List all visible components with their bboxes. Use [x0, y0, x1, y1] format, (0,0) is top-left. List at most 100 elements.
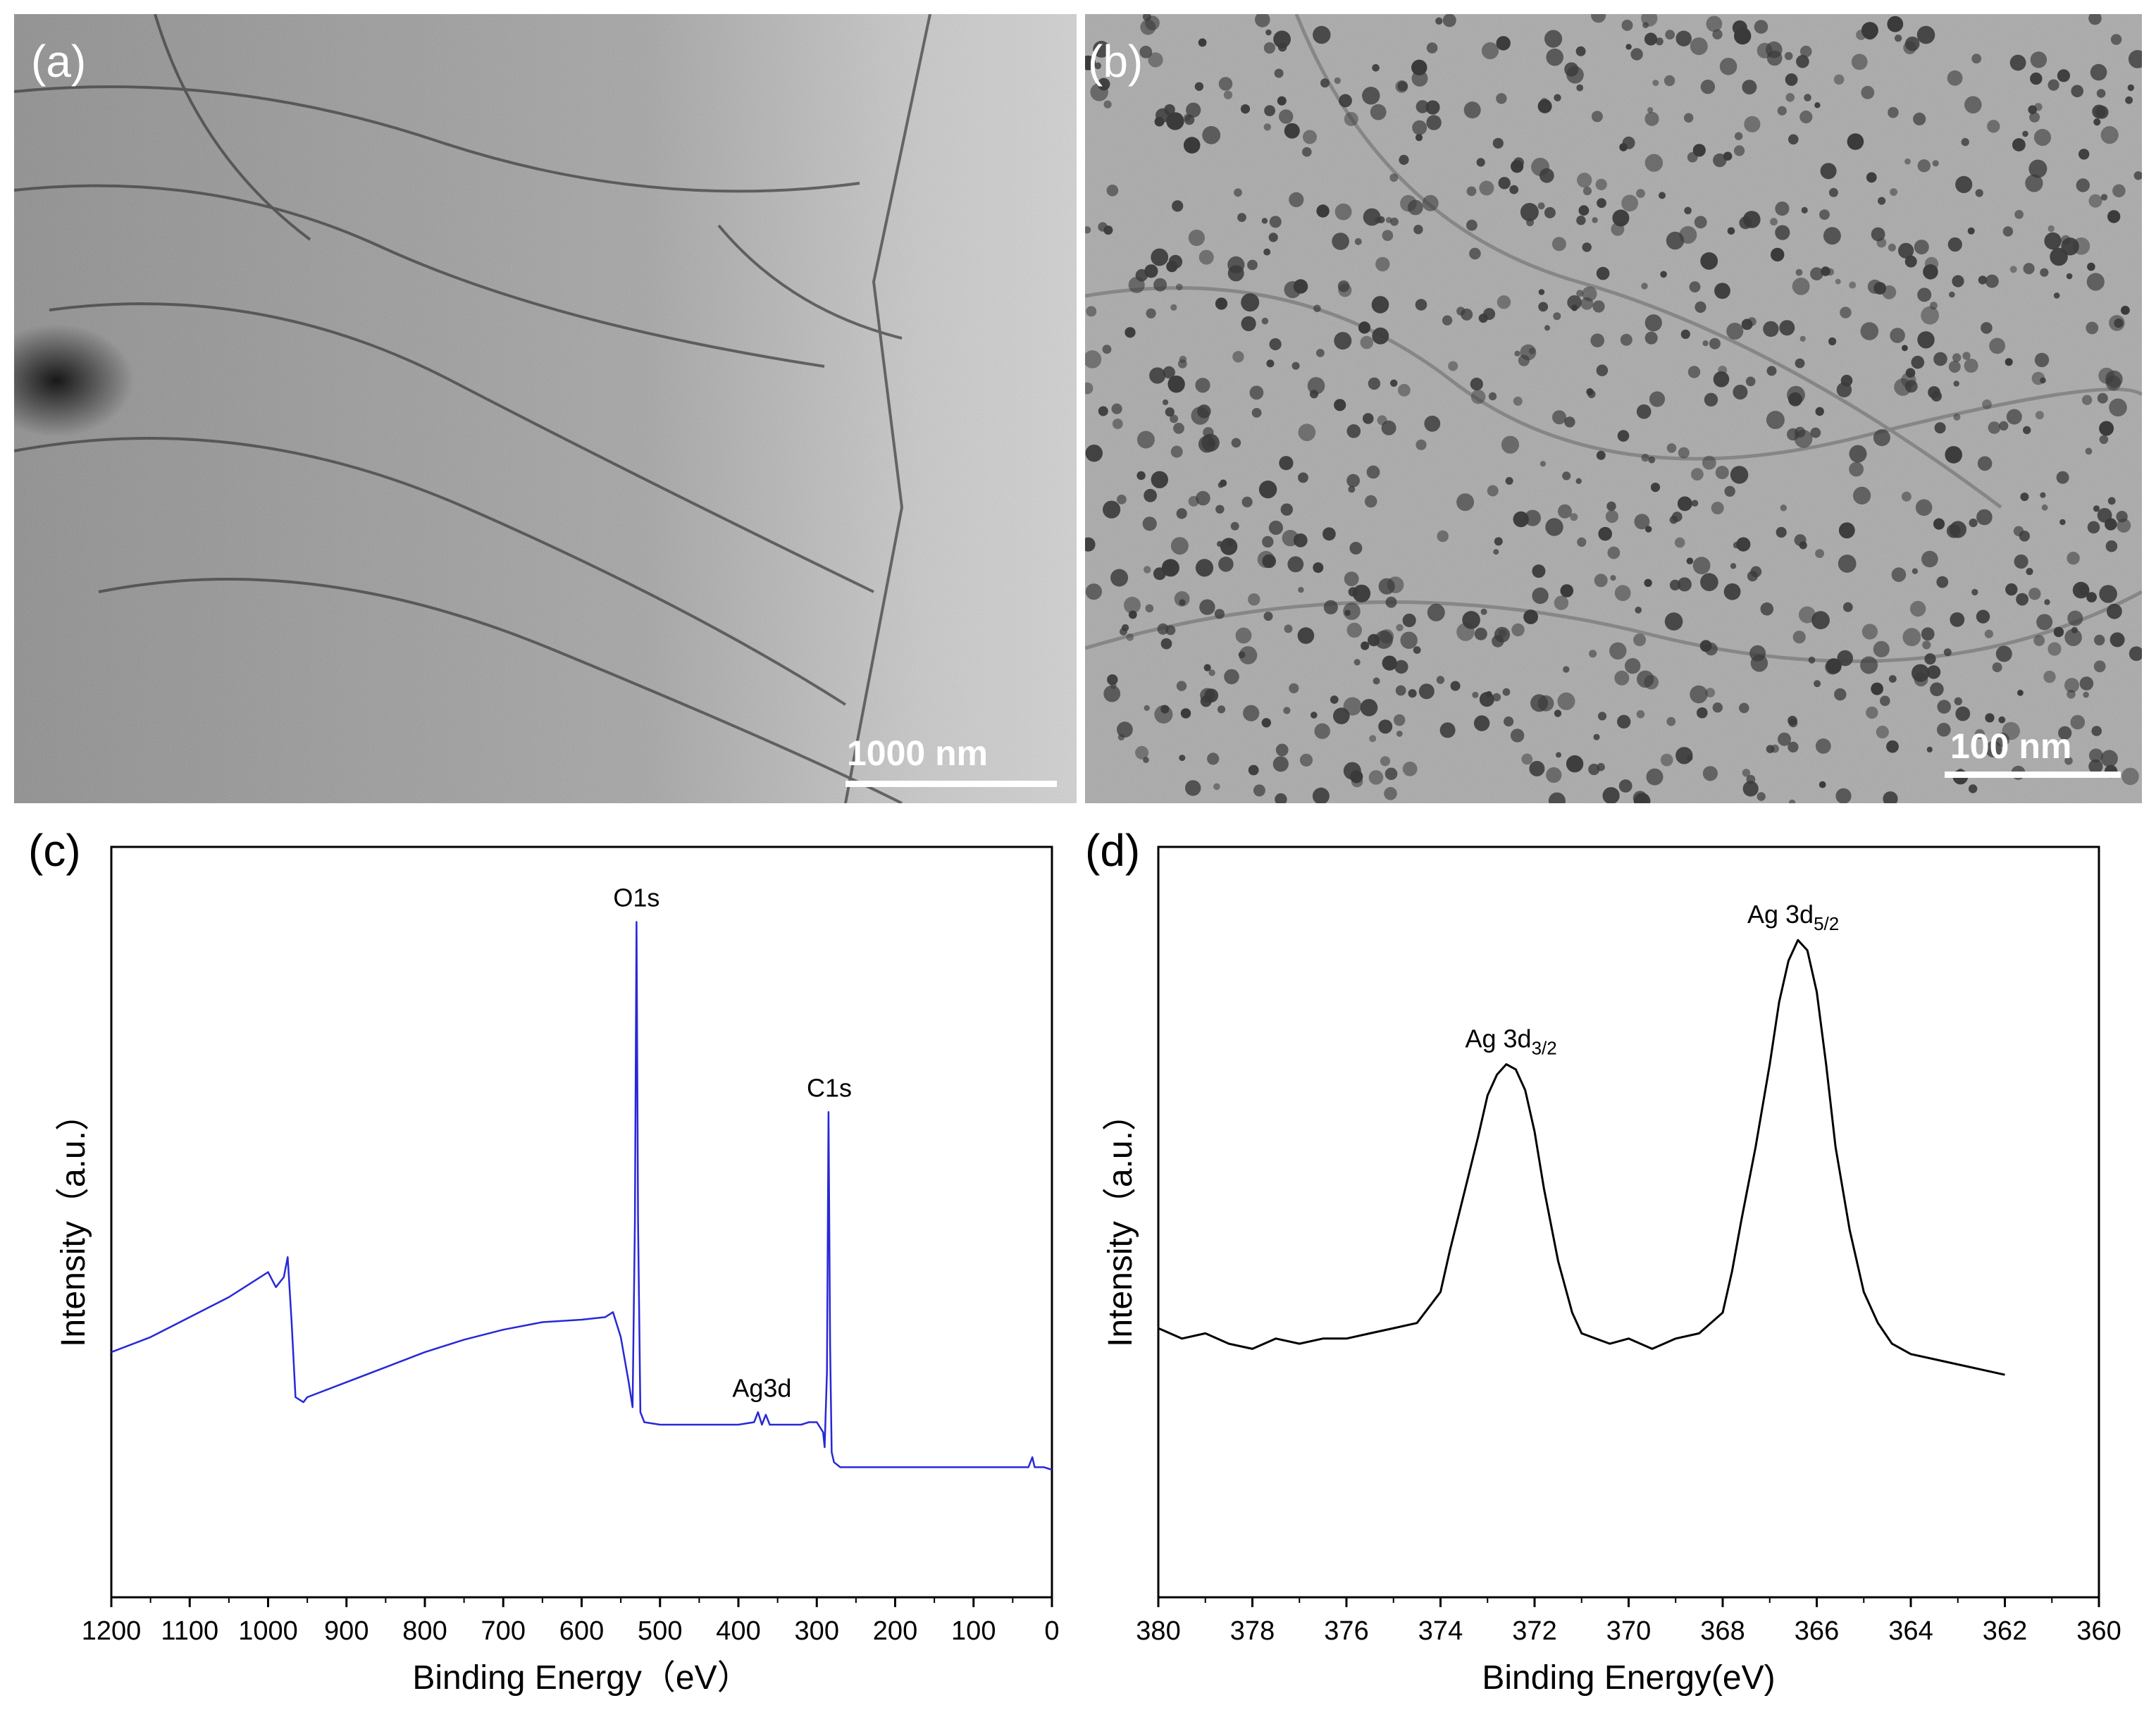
- nanoparticle: [1947, 70, 1963, 86]
- nanoparticle: [1480, 608, 1487, 615]
- nanoparticle: [1727, 227, 1735, 235]
- nanoparticle: [1255, 14, 1270, 27]
- nanoparticle: [1249, 385, 1264, 400]
- nanoparticle: [1985, 274, 1999, 288]
- nanoparticle: [1261, 218, 1268, 224]
- nanoparticle: [1230, 521, 1239, 531]
- nanoparticle: [1953, 380, 1959, 387]
- nanoparticle: [2109, 632, 2125, 648]
- nanoparticle: [2107, 497, 2116, 505]
- nanoparticle: [1263, 42, 1275, 54]
- nanoparticle: [2047, 225, 2055, 233]
- nanoparticle: [1666, 717, 1676, 726]
- nanoparticle: [1690, 37, 1708, 56]
- nanoparticle: [1677, 577, 1692, 592]
- nanoparticle: [1160, 638, 1172, 650]
- nanoparticle: [1313, 25, 1331, 44]
- nanoparticle: [1995, 645, 2012, 662]
- plot-frame: [110, 845, 1053, 1599]
- nanoparticle: [1691, 468, 1704, 481]
- nanoparticle: [1666, 443, 1677, 453]
- nanoparticle: [1470, 389, 1486, 404]
- x-tick-label: 600: [559, 1616, 604, 1646]
- nanoparticle: [2099, 435, 2109, 445]
- nanoparticle: [1148, 52, 1163, 68]
- nanoparticle: [1564, 62, 1579, 77]
- nanoparticle: [2087, 262, 2095, 271]
- nanoparticle: [1330, 695, 1339, 704]
- nanoparticle: [1415, 299, 1427, 311]
- nanoparticle: [1424, 415, 1441, 432]
- nanoparticle: [1220, 479, 1227, 487]
- nanoparticle: [1912, 568, 1919, 574]
- nanoparticle: [1179, 755, 1186, 762]
- plot-frame: [1157, 845, 2100, 1599]
- nanoparticle: [2017, 689, 2024, 696]
- nanoparticle: [1529, 760, 1545, 776]
- nanoparticle: [1195, 559, 1214, 577]
- x-tick-label: 372: [1512, 1616, 1556, 1646]
- nanoparticle: [1605, 510, 1618, 524]
- nanoparticle: [1163, 366, 1175, 379]
- nanoparticle: [1778, 732, 1791, 746]
- nanoparticle: [1964, 96, 1982, 113]
- nanoparticle: [1556, 752, 1561, 758]
- nanoparticle: [1580, 297, 1594, 310]
- nanoparticle: [1520, 203, 1539, 221]
- nanoparticle: [2033, 128, 2052, 147]
- nanoparticle: [1853, 486, 1871, 505]
- nanoparticle: [1494, 537, 1503, 546]
- x-tick-label: 374: [1418, 1616, 1463, 1646]
- nanoparticle: [1136, 471, 1146, 481]
- nanoparticle: [2036, 614, 2053, 631]
- nanoparticle: [1435, 17, 1443, 25]
- nanoparticle: [1224, 669, 1239, 685]
- nanoparticle: [1204, 688, 1219, 702]
- nanoparticle: [1838, 555, 1857, 573]
- nanoparticle: [1364, 495, 1377, 508]
- nanoparticle: [1921, 550, 1938, 568]
- nanoparticle: [1170, 414, 1179, 423]
- nanoparticle: [1311, 712, 1318, 719]
- nanoparticle: [1582, 242, 1592, 252]
- x-tick-label: 400: [716, 1616, 760, 1646]
- nanoparticle: [1389, 173, 1399, 182]
- nanoparticle: [1582, 186, 1592, 196]
- nanoparticle: [2088, 194, 2102, 208]
- nanoparticle: [2009, 54, 2026, 71]
- nanoparticle: [1415, 134, 1423, 142]
- nanoparticle: [1546, 48, 1563, 66]
- nanoparticle: [1120, 628, 1127, 636]
- nanoparticle: [1691, 500, 1699, 507]
- nanoparticle: [1283, 707, 1291, 714]
- nanoparticle: [1170, 304, 1177, 311]
- nanoparticle: [1103, 100, 1112, 109]
- nanoparticle: [1971, 588, 1978, 596]
- nanoparticle: [1344, 571, 1359, 586]
- nanoparticle: [1861, 624, 1878, 640]
- nanoparticle: [1349, 542, 1363, 555]
- x-tick-label: 370: [1606, 1616, 1651, 1646]
- nanoparticle: [1532, 587, 1549, 605]
- x-tick-label: 1200: [82, 1616, 142, 1646]
- nanoparticle: [1505, 477, 1513, 485]
- nanoparticle: [1923, 264, 1938, 280]
- nanoparticle: [1999, 421, 2009, 431]
- nanoparticle: [1215, 504, 1225, 514]
- nanoparticle: [1539, 168, 1554, 183]
- x-tick-label: 376: [1324, 1616, 1368, 1646]
- nanoparticle: [1634, 514, 1650, 530]
- nanoparticle: [1217, 705, 1226, 714]
- nanoparticle: [1866, 706, 1878, 719]
- nanoparticle: [1641, 454, 1649, 462]
- nanoparticle: [1142, 516, 1157, 531]
- nanoparticle: [2079, 676, 2094, 690]
- nanoparticle: [1384, 767, 1398, 781]
- nanoparticle: [1298, 472, 1308, 483]
- nanoparticle: [1493, 549, 1499, 555]
- nanoparticle: [1644, 32, 1658, 46]
- nanoparticle: [1796, 55, 1809, 68]
- nanoparticle: [1766, 366, 1777, 376]
- nanoparticle: [1730, 563, 1737, 569]
- nanoparticle: [1261, 317, 1269, 325]
